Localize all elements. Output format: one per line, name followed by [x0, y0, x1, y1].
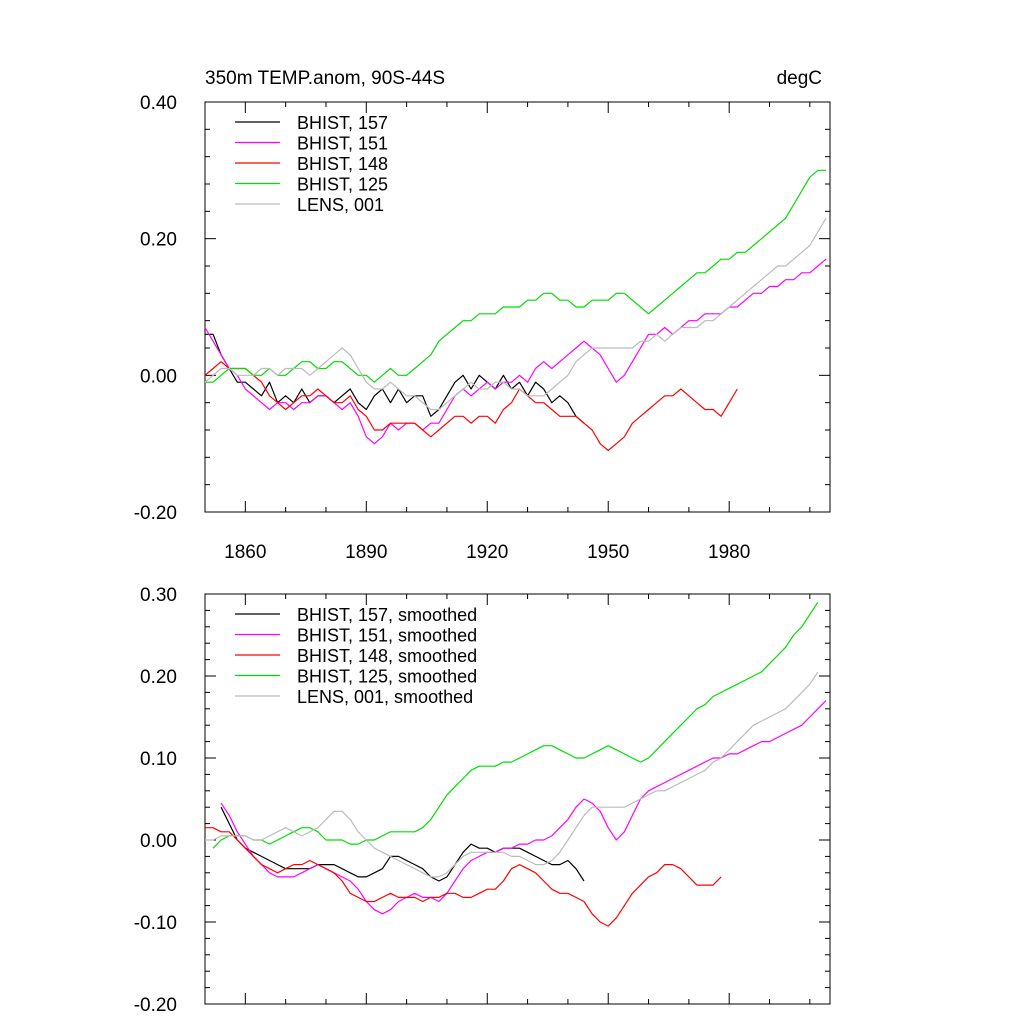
top-x-tick-label: 1950 — [587, 542, 629, 563]
top-legend-label: BHIST, 157 — [297, 113, 388, 133]
bottom-legend-label: BHIST, 157, smoothed — [297, 605, 477, 625]
top-y-tick-label: 0.20 — [140, 230, 177, 251]
top-legend-label: BHIST, 148 — [297, 154, 388, 174]
units-label: degC — [777, 68, 822, 89]
top-panel: -0.20 0.00 0.20 0.40 1860 1890 1920 1950 1980 BHI… — [134, 93, 831, 563]
chart-title: 350m TEMP.anom, 90S-44S — [205, 68, 445, 89]
bottom-plot-frame — [204, 593, 831, 1005]
top-y-tick-label: 0.00 — [140, 366, 177, 387]
top-series-line-1 — [204, 258, 827, 445]
bottom-legend-label: BHIST, 148, smoothed — [297, 646, 477, 666]
bottom-y-tick-label: 0.00 — [140, 831, 177, 852]
bottom-series-line-1 — [220, 700, 827, 915]
bottom-legend-label: BHIST, 151, smoothed — [297, 626, 477, 646]
top-legend-label: BHIST, 125 — [297, 175, 388, 195]
top-series-line-3 — [205, 169, 826, 383]
top-x-tick-label: 1860 — [224, 542, 266, 563]
top-x-tick-label: 1890 — [345, 542, 387, 563]
bottom-y-tick-label: -0.10 — [134, 913, 177, 934]
bottom-series-line-0 — [220, 806, 585, 882]
bottom-y-tick-label: 0.30 — [140, 585, 177, 606]
bottom-legend-label: BHIST, 125, smoothed — [297, 667, 477, 687]
top-x-tick-label: 1920 — [466, 542, 508, 563]
bottom-series-line-4 — [205, 671, 819, 878]
top-series-line-0 — [205, 333, 585, 424]
bottom-legend-label: LENS, 001, smoothed — [297, 687, 473, 707]
top-series-line-2 — [204, 361, 738, 452]
top-y-tick-label: -0.20 — [134, 503, 177, 524]
bottom-y-tick-label: 0.10 — [140, 749, 177, 770]
top-series-line-4 — [204, 217, 827, 411]
bottom-series-line-2 — [205, 827, 722, 927]
bottom-y-tick-label: -0.20 — [134, 995, 177, 1016]
top-legend-label: BHIST, 151 — [297, 134, 388, 154]
top-plot-frame — [204, 101, 831, 513]
bottom-y-tick-label: 0.20 — [140, 667, 177, 688]
top-legend-label: LENS, 001 — [297, 195, 384, 215]
bottom-panel: -0.20 -0.10 0.00 0.10 0.20 0.30 BHIST, 157, sm… — [134, 585, 831, 1016]
top-y-tick-label: 0.40 — [140, 93, 177, 114]
top-x-tick-label: 1980 — [708, 542, 750, 563]
